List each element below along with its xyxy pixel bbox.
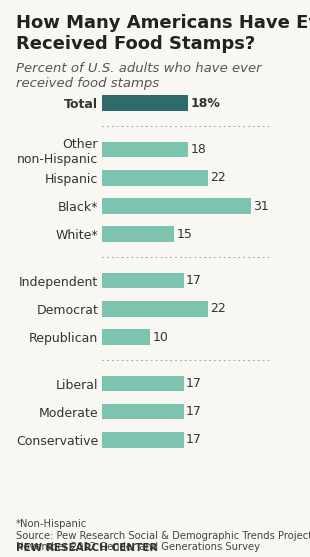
Text: 31: 31 <box>253 199 269 213</box>
Bar <box>102 198 250 214</box>
Bar <box>102 170 207 185</box>
Text: 17: 17 <box>186 405 202 418</box>
Bar <box>102 273 184 289</box>
Bar <box>102 432 184 448</box>
Bar <box>102 95 188 111</box>
Bar <box>102 376 184 391</box>
Text: 22: 22 <box>210 302 226 315</box>
Text: *Non-Hispanic
Source: Pew Research Social & Demographic Trends Project
November : *Non-Hispanic Source: Pew Research Socia… <box>16 519 310 553</box>
Text: 18%: 18% <box>191 97 221 110</box>
Text: 10: 10 <box>153 330 168 344</box>
Bar <box>102 142 188 158</box>
Text: How Many Americans Have Ever
Received Food Stamps?: How Many Americans Have Ever Received Fo… <box>16 14 310 53</box>
Bar <box>102 227 174 242</box>
Text: 17: 17 <box>186 433 202 446</box>
Text: 22: 22 <box>210 172 226 184</box>
Text: 18: 18 <box>191 143 207 156</box>
Text: 17: 17 <box>186 377 202 390</box>
Text: Percent of U.S. adults who have ever
received food stamps: Percent of U.S. adults who have ever rec… <box>16 62 261 90</box>
Text: 17: 17 <box>186 274 202 287</box>
Bar <box>102 329 150 345</box>
Text: 15: 15 <box>176 228 192 241</box>
Bar <box>102 301 207 316</box>
Text: PEW RESEARCH CENTER: PEW RESEARCH CENTER <box>16 543 157 553</box>
Bar <box>102 404 184 419</box>
